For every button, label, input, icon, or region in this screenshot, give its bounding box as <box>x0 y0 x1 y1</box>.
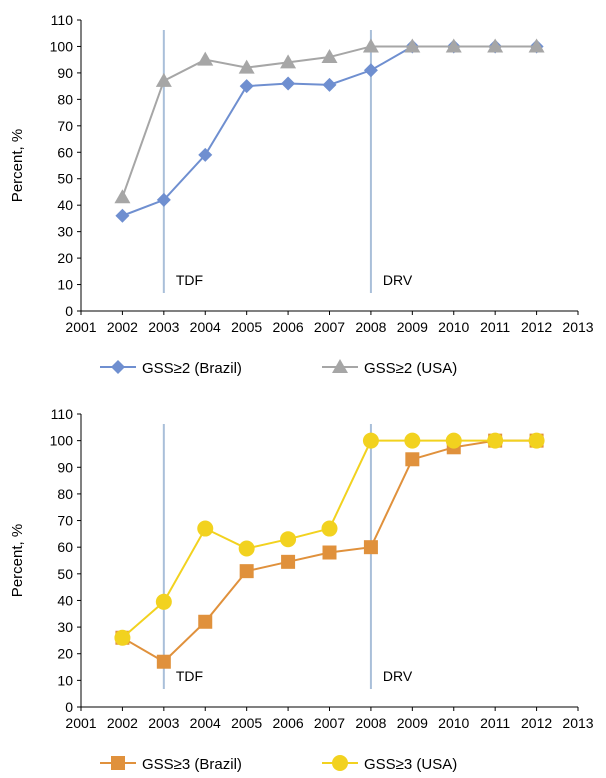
chart-1-series-1-line <box>122 441 536 638</box>
chart-1-series-1-point <box>446 433 462 449</box>
chart-1-x-tick-label: 2012 <box>521 715 552 731</box>
chart-1-series-0-point <box>364 540 378 554</box>
chart-0-annotation-label-tdf: TDF <box>176 272 203 288</box>
chart-1-series-1-point <box>280 531 296 547</box>
chart-1-y-tick-label: 40 <box>57 592 73 608</box>
chart-1-series-0-point <box>405 452 419 466</box>
chart-1-y-tick-label: 90 <box>57 459 73 475</box>
chart-1-legend-label-0: GSS≥3 (Brazil) <box>142 756 242 773</box>
chart-0-y-tick-label: 80 <box>57 91 73 107</box>
chart-1-x-tick-label: 2005 <box>231 715 262 731</box>
chart-1-series-0-point <box>240 564 254 578</box>
chart-1-x-tick-label: 2011 <box>480 715 510 731</box>
chart-0-series-0-point <box>323 78 337 92</box>
chart-1-series-0-point <box>198 615 212 629</box>
chart-1-series-1-point <box>322 521 338 537</box>
chart-0-legend-label-1: GSS≥2 (USA) <box>364 360 457 377</box>
chart-gss2: 0 10 20 30 40 50 60 70 80 90 100 110 2001 2002 2003 200… <box>0 0 606 390</box>
chart-1-series-1-point <box>239 541 255 557</box>
chart-1-annotation-label-drv: DRV <box>383 668 413 684</box>
chart-1-legend-marker-0 <box>111 756 125 770</box>
chart-1-series-1-point <box>197 521 213 537</box>
chart-1-series-1-point <box>529 433 545 449</box>
chart-0-series-1-line <box>122 46 536 197</box>
chart-1-annotation-label-tdf: TDF <box>176 668 203 684</box>
chart-1-y-tick-label: 100 <box>50 433 74 449</box>
chart-0-series-0-point <box>364 63 378 77</box>
chart-0-legend-marker-0 <box>111 360 125 374</box>
chart-0-series-0-line <box>122 46 536 215</box>
chart-1-x-tick-label: 2001 <box>65 715 96 731</box>
chart-1-x-tick-label: 2006 <box>273 715 304 731</box>
chart-0-x-tick-label: 2010 <box>438 319 469 335</box>
chart-0-y-axis-label: Percent, % <box>9 129 26 202</box>
chart-0-y-tick-label: 10 <box>57 277 73 293</box>
chart-0-x-tick-label: 2007 <box>314 319 345 335</box>
chart-1-y-tick-label: 80 <box>57 486 73 502</box>
chart-1-x-tick-label: 2003 <box>148 715 179 731</box>
chart-0-x-tick-label: 2001 <box>65 319 96 335</box>
chart-0-series-0-point <box>281 76 295 90</box>
chart-gss3-svg: 0 10 20 30 40 50 60 70 80 90 100 110 2001 2002 2003 200… <box>0 395 606 773</box>
chart-1-x-tick-label: 2002 <box>107 715 138 731</box>
chart-0-x-tick-label: 2011 <box>480 319 510 335</box>
chart-1-series-1-point <box>363 433 379 449</box>
chart-gss3: 0 10 20 30 40 50 60 70 80 90 100 110 2001 2002 2003 200… <box>0 395 606 773</box>
chart-0-x-tick-label: 2002 <box>107 319 138 335</box>
chart-1-series-0-point <box>323 546 337 560</box>
chart-1-series-0-point <box>157 655 171 669</box>
chart-0-series-0-point <box>240 79 254 93</box>
chart-1-series-1-point <box>487 433 503 449</box>
chart-1-x-tick-label: 2007 <box>314 715 345 731</box>
chart-0-series-1-point <box>156 73 172 87</box>
chart-0-y-tick-label: 100 <box>50 38 74 54</box>
chart-1-y-tick-label: 50 <box>57 566 73 582</box>
chart-0-y-tick-label: 110 <box>51 12 74 28</box>
chart-0-x-tick-label: 2009 <box>397 319 428 335</box>
chart-1-series-1-point <box>404 433 420 449</box>
chart-0-legend-label-0: GSS≥2 (Brazil) <box>142 360 242 377</box>
chart-0-x-tick-label: 2012 <box>521 319 552 335</box>
chart-0-x-tick-label: 2004 <box>190 319 221 335</box>
chart-0-y-tick-label: 90 <box>57 65 73 81</box>
chart-0-y-tick-label: 20 <box>57 250 73 266</box>
chart-1-series-1-point <box>114 630 130 646</box>
chart-0-series-1-point <box>197 52 213 66</box>
chart-1-x-tick-label: 2009 <box>397 715 428 731</box>
chart-1-y-tick-label: 70 <box>57 513 73 529</box>
chart-0-y-tick-label: 40 <box>57 197 73 213</box>
chart-0-y-tick-label: 30 <box>57 224 73 240</box>
chart-0-x-tick-label: 2003 <box>148 319 179 335</box>
chart-1-y-tick-label: 0 <box>65 699 73 715</box>
chart-0-y-tick-label: 60 <box>57 144 73 160</box>
chart-1-y-tick-label: 20 <box>57 646 73 662</box>
chart-0-x-tick-label: 2008 <box>355 319 386 335</box>
chart-1-y-tick-label: 110 <box>51 406 74 422</box>
chart-1-x-tick-label: 2010 <box>438 715 469 731</box>
chart-1-series-0-point <box>281 555 295 569</box>
chart-0-x-tick-label: 2013 <box>562 319 593 335</box>
chart-1-y-tick-label: 30 <box>57 619 73 635</box>
chart-1-y-axis-label: Percent, % <box>9 524 26 597</box>
chart-0-series-1-point <box>114 189 130 203</box>
chart-0-annotation-label-drv: DRV <box>383 272 413 288</box>
chart-gss2-svg: 0 10 20 30 40 50 60 70 80 90 100 110 2001 2002 2003 200… <box>0 0 606 390</box>
chart-1-series-1-point <box>156 594 172 610</box>
chart-1-legend-marker-1 <box>332 755 348 771</box>
chart-0-y-tick-label: 50 <box>57 171 73 187</box>
chart-1-y-tick-label: 60 <box>57 539 73 555</box>
chart-1-legend-label-1: GSS≥3 (USA) <box>364 756 457 773</box>
chart-0-y-tick-label: 0 <box>65 303 73 319</box>
chart-0-x-tick-label: 2006 <box>273 319 304 335</box>
chart-1-y-tick-label: 10 <box>57 672 73 688</box>
chart-1-x-tick-label: 2008 <box>355 715 386 731</box>
chart-0-y-tick-label: 70 <box>57 118 73 134</box>
chart-0-series-0-point <box>115 209 129 223</box>
chart-1-x-tick-label: 2004 <box>190 715 221 731</box>
chart-0-x-tick-label: 2005 <box>231 319 262 335</box>
chart-1-x-tick-label: 2013 <box>562 715 593 731</box>
